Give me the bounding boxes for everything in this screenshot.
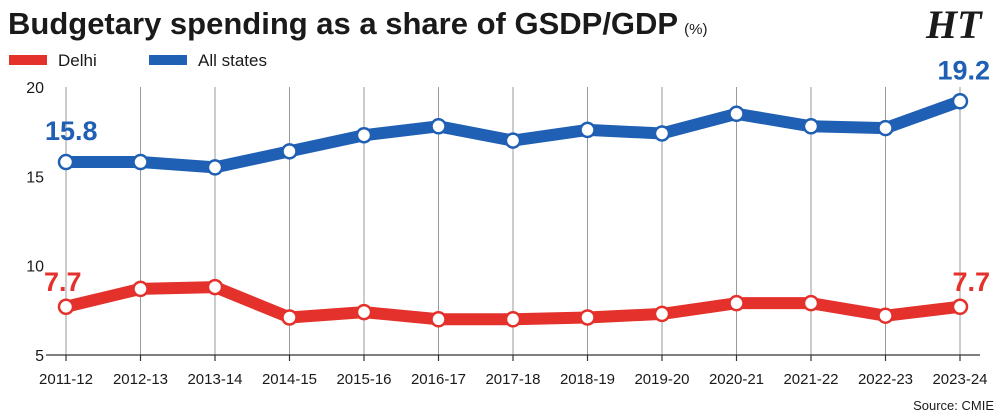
data-point-all-states — [281, 143, 298, 160]
x-tick-label: 2016-17 — [411, 371, 466, 388]
data-point-delhi — [57, 298, 75, 316]
data-point-delhi — [206, 278, 224, 296]
data-point-delhi — [281, 309, 298, 326]
data-point-all-states — [951, 93, 969, 110]
x-tick-label: 2012-13 — [113, 371, 168, 388]
y-tick-label: 10 — [26, 259, 44, 276]
data-point-delhi — [504, 311, 522, 328]
data-point-all-states — [579, 121, 596, 139]
data-point-all-states — [877, 119, 894, 137]
data-label-first: 7.7 — [44, 267, 82, 297]
legend: Delhi All states — [9, 51, 267, 70]
data-point-delhi — [579, 309, 596, 326]
data-point-delhi — [132, 280, 149, 298]
data-point-delhi — [802, 294, 820, 312]
data-label-last: 7.7 — [952, 267, 990, 297]
y-axis: 5 10 15 20 — [26, 80, 44, 365]
chart-unit: (%) — [684, 21, 707, 38]
x-tick-label: 2015-16 — [336, 371, 391, 388]
x-tick-label: 2014-15 — [262, 371, 317, 388]
x-axis: 2011-12 2012-13 2013-14 2014-15 2015-16 2016-… — [39, 354, 988, 388]
data-point-delhi — [430, 311, 447, 328]
y-tick-label: 5 — [35, 348, 44, 365]
ht-logo: HT — [925, 2, 983, 47]
data-point-delhi — [355, 303, 373, 321]
data-point-all-states — [504, 132, 522, 149]
legend-swatch-all-states — [149, 55, 187, 65]
data-point-all-states — [206, 159, 224, 176]
x-tick-label: 2017-18 — [485, 371, 540, 388]
x-tick-label: 2020-21 — [709, 371, 764, 388]
y-tick-label: 20 — [26, 80, 44, 97]
legend-swatch-delhi — [9, 55, 47, 65]
data-point-all-states — [57, 153, 75, 171]
legend-label-delhi: Delhi — [58, 51, 97, 70]
chart-title: Budgetary spending as a share of GSDP/GD… — [8, 6, 678, 41]
x-tick-label: 2021-22 — [783, 371, 838, 388]
x-tick-label: 2013-14 — [187, 371, 242, 388]
data-point-delhi — [951, 298, 969, 316]
data-point-all-states — [802, 118, 820, 135]
data-point-all-states — [430, 118, 447, 135]
x-tick-label: 2011-12 — [39, 371, 93, 388]
data-point-all-states — [355, 126, 373, 144]
data-point-all-states — [653, 125, 671, 142]
x-tick-label: 2023-24 — [932, 371, 987, 388]
data-point-delhi — [877, 307, 894, 324]
source-note: Source: CMIE — [913, 398, 994, 413]
data-point-all-states — [728, 105, 745, 123]
series-layer — [57, 93, 969, 328]
x-tick-label: 2022-23 — [858, 371, 913, 388]
data-label-last: 19.2 — [937, 55, 990, 85]
x-tick-label: 2019-20 — [634, 371, 689, 388]
data-point-all-states — [132, 153, 149, 171]
y-tick-label: 15 — [26, 169, 44, 186]
x-tick-label: 2018-19 — [560, 371, 615, 388]
legend-label-all-states: All states — [198, 51, 267, 70]
data-label-first: 15.8 — [45, 116, 98, 146]
data-point-delhi — [728, 294, 745, 312]
data-labels: 7.7 7.7 15.8 19.2 — [44, 55, 990, 296]
data-point-delhi — [653, 305, 671, 323]
